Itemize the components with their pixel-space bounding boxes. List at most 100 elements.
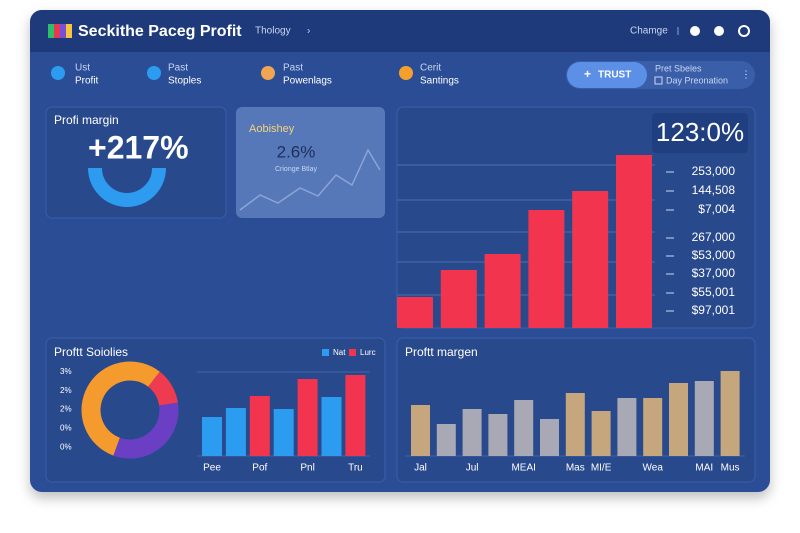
y-label: 2% bbox=[60, 386, 72, 395]
card-value: +217% bbox=[88, 129, 189, 165]
bar bbox=[273, 409, 294, 456]
x-tick-label: Pof bbox=[252, 463, 267, 474]
icon[interactable] bbox=[690, 26, 700, 36]
action[interactable]: Chamge bbox=[630, 26, 668, 37]
bar bbox=[528, 210, 565, 328]
x-tick-label: MAI bbox=[695, 463, 713, 474]
x-tick-label: Jul bbox=[466, 463, 479, 474]
info: Day Preonation bbox=[666, 75, 728, 85]
nav-icon bbox=[51, 66, 65, 80]
bar bbox=[591, 411, 611, 456]
bar bbox=[484, 254, 521, 328]
bar bbox=[643, 398, 663, 456]
legend-label: Lurc bbox=[360, 348, 376, 357]
chart-title: Proftt margen bbox=[405, 345, 478, 359]
bar bbox=[720, 371, 740, 456]
x-tick-label: Pee bbox=[203, 463, 221, 474]
bar bbox=[249, 396, 270, 456]
nav-item[interactable]: Past bbox=[283, 63, 303, 74]
card-value: 2.6% bbox=[277, 142, 316, 161]
bar bbox=[345, 375, 366, 456]
side-label: $53,000 bbox=[692, 248, 736, 262]
bar bbox=[540, 419, 559, 456]
side-label: $7,004 bbox=[698, 202, 735, 216]
button-label[interactable]: TRUST bbox=[598, 70, 631, 81]
side-label: $55,001 bbox=[692, 285, 736, 299]
nav-icon bbox=[261, 66, 275, 80]
card bbox=[45, 106, 227, 219]
info-icon bbox=[654, 76, 663, 85]
logo bbox=[48, 24, 54, 38]
app-title: Seckithe Paceg Profit bbox=[78, 23, 242, 40]
donut-segment bbox=[147, 371, 178, 407]
icon[interactable] bbox=[738, 25, 750, 37]
x-tick-label: Jal bbox=[414, 463, 427, 474]
x-tick-label: Mas bbox=[566, 463, 585, 474]
more[interactable]: ⋮ bbox=[741, 70, 751, 81]
bar bbox=[572, 191, 609, 328]
chart-title: Proftt Soiolies bbox=[54, 345, 128, 359]
bar bbox=[202, 417, 222, 456]
side-label: 267,000 bbox=[692, 230, 736, 244]
card bbox=[236, 107, 385, 218]
nav-icon bbox=[399, 66, 413, 80]
bar bbox=[225, 408, 246, 456]
side-label: $37,000 bbox=[692, 266, 736, 280]
bar bbox=[488, 414, 508, 456]
sparkline bbox=[239, 148, 381, 211]
y-label: 3% bbox=[60, 367, 72, 376]
y-label: 0% bbox=[60, 424, 72, 433]
donut-segment bbox=[81, 361, 160, 456]
bar bbox=[514, 400, 534, 456]
info: Pret Sbeles bbox=[655, 63, 702, 73]
x-tick-label: MI/E bbox=[591, 463, 612, 474]
card-caption: Crionge Btlay bbox=[275, 166, 318, 173]
bar bbox=[617, 398, 637, 456]
logo bbox=[60, 24, 66, 38]
y-label: 2% bbox=[60, 405, 72, 414]
side-label: $97,001 bbox=[692, 303, 736, 317]
side-label: 144,508 bbox=[692, 183, 736, 197]
side-label: 253,000 bbox=[692, 164, 736, 178]
nav-item[interactable]: Ust bbox=[75, 63, 90, 74]
nav-item[interactable]: Past bbox=[168, 63, 188, 74]
card-title: Profi margin bbox=[54, 113, 119, 127]
bar bbox=[321, 397, 342, 456]
badge bbox=[652, 113, 748, 153]
nav-icon bbox=[147, 66, 161, 80]
menu[interactable]: Thology bbox=[255, 26, 291, 37]
nav-item[interactable]: Profit bbox=[75, 76, 99, 87]
legend-swatch bbox=[322, 349, 329, 356]
x-tick-label: Wea bbox=[643, 463, 664, 474]
bar bbox=[436, 424, 456, 456]
nav-item[interactable]: Cerit bbox=[420, 63, 441, 74]
trust-button[interactable] bbox=[567, 62, 647, 88]
logo bbox=[54, 24, 60, 38]
legend-swatch bbox=[349, 349, 356, 356]
nav-item[interactable]: Santings bbox=[420, 76, 459, 87]
legend-label: Nat bbox=[333, 348, 346, 357]
donut-segment bbox=[113, 402, 179, 459]
icon[interactable] bbox=[714, 26, 724, 36]
bar bbox=[669, 383, 688, 456]
nav-item[interactable]: Powenlags bbox=[283, 76, 332, 87]
x-tick-label: Tru bbox=[348, 463, 363, 474]
bar bbox=[694, 381, 714, 456]
bar bbox=[297, 379, 318, 456]
bar bbox=[440, 270, 477, 328]
annotation: 123:0% bbox=[656, 117, 744, 147]
nav-item[interactable]: Stoples bbox=[168, 76, 201, 87]
x-tick-label: MEAI bbox=[511, 463, 535, 474]
gauge bbox=[88, 167, 166, 207]
x-tick-label: Mus bbox=[721, 463, 740, 474]
bar bbox=[616, 155, 652, 328]
card-title: Aobishey bbox=[249, 123, 295, 135]
logo bbox=[66, 24, 72, 38]
bar bbox=[411, 405, 430, 456]
bar bbox=[565, 393, 585, 456]
button-icon: + bbox=[584, 67, 591, 81]
header-bar bbox=[30, 10, 770, 52]
y-label: 0% bbox=[60, 442, 72, 451]
